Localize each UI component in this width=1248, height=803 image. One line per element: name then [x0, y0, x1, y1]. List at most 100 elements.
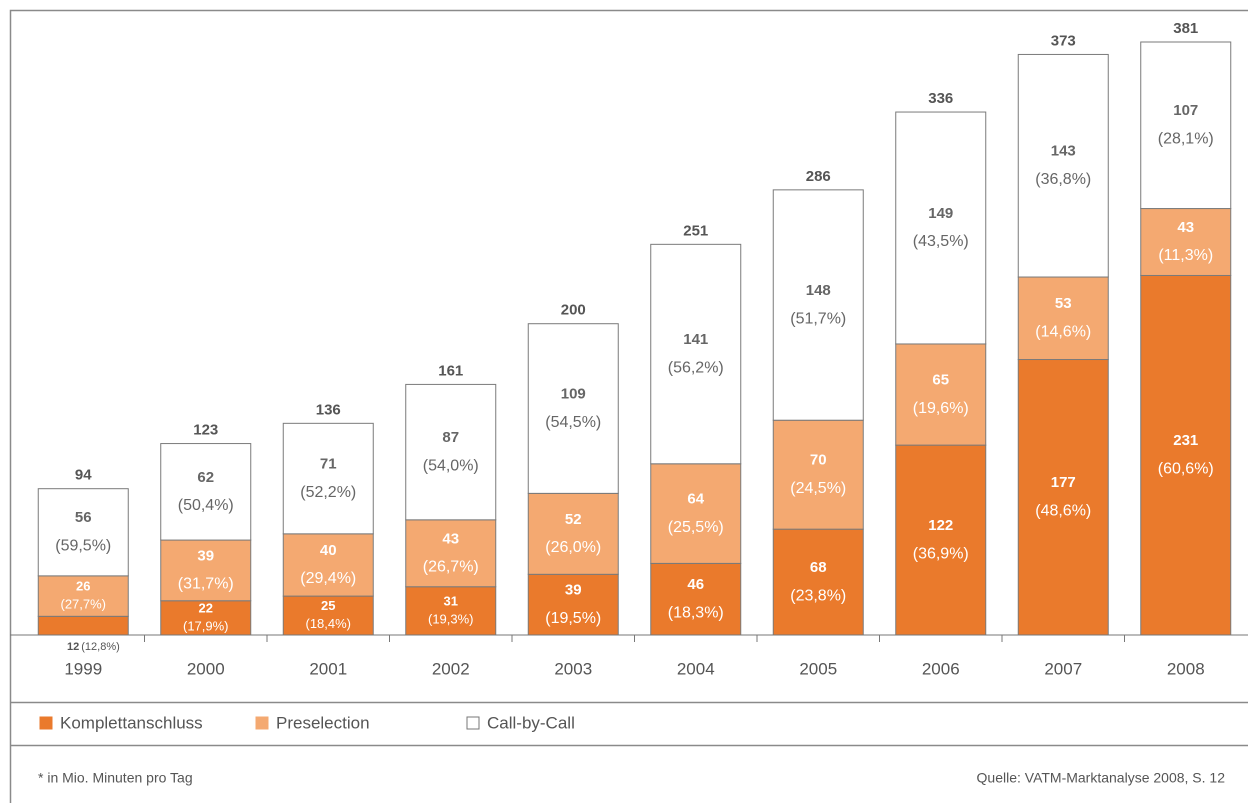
value-label: 231 [1173, 432, 1198, 449]
value-label: 12 [67, 641, 79, 653]
share-label: (36,9%) [913, 545, 969, 562]
bar-segment [527, 492, 619, 575]
bar-segment [895, 111, 987, 345]
share-label: (14,6%) [1035, 323, 1091, 340]
bar-segment [1140, 208, 1232, 276]
x-tick-label: 2008 [1167, 659, 1205, 678]
bar-segment [37, 615, 129, 636]
share-label: (24,5%) [790, 480, 846, 497]
bar-segment [405, 383, 497, 521]
total-label: 373 [1051, 32, 1076, 49]
bar-segment [1017, 53, 1109, 278]
x-tick-label: 2000 [187, 659, 225, 678]
source: Quelle: VATM-Marktanalyse 2008, S. 12 [977, 770, 1226, 786]
x-tick-label: 2002 [432, 659, 470, 678]
bar-segment [282, 422, 374, 535]
value-label: 109 [561, 386, 586, 403]
bar-segment [527, 323, 619, 494]
share-label: (28,1%) [1158, 130, 1214, 147]
share-label: (60,6%) [1158, 460, 1214, 477]
value-label: 40 [320, 542, 337, 559]
value-label: 65 [932, 372, 949, 389]
share-label: (29,4%) [300, 570, 356, 587]
share-label: (19,5%) [545, 610, 601, 627]
share-label: (27,7%) [60, 597, 106, 612]
bar-segment [772, 528, 864, 636]
share-label: (54,0%) [423, 457, 479, 474]
value-label: 68 [810, 559, 827, 576]
bar-segment [772, 189, 864, 421]
legend-swatch [255, 716, 269, 730]
total-label: 136 [316, 401, 341, 418]
value-label: 53 [1055, 295, 1072, 312]
bar-segment [650, 463, 742, 564]
value-label: 64 [687, 491, 704, 508]
value-label: 25 [321, 598, 335, 613]
bar-segment [895, 444, 987, 636]
share-label: (59,5%) [55, 537, 111, 554]
bar-segment [1017, 276, 1109, 361]
x-tick-label: 2001 [309, 659, 347, 678]
share-label: (54,5%) [545, 414, 601, 431]
legend-label: Call-by-Call [487, 713, 575, 732]
bar-segment [650, 562, 742, 636]
bar-segment [650, 243, 742, 465]
share-label: (18,3%) [668, 604, 724, 621]
share-label: (25,5%) [668, 519, 724, 536]
value-label: 22 [199, 600, 213, 615]
bar-segment [282, 533, 374, 597]
value-label: 70 [810, 452, 827, 469]
bar-segment [37, 575, 129, 617]
total-label: 251 [683, 222, 708, 239]
share-label: (31,7%) [178, 576, 234, 593]
value-label: 31 [444, 593, 458, 608]
bar-segment [1140, 41, 1232, 210]
bar-segment [282, 595, 374, 636]
share-label: (11,3%) [1158, 247, 1213, 264]
share-label: (48,6%) [1035, 502, 1091, 519]
x-tick-label: 2007 [1044, 659, 1082, 678]
value-label: 52 [565, 511, 582, 528]
value-label: 148 [806, 282, 831, 299]
share-label: (50,4%) [178, 497, 234, 514]
bar-segment [527, 573, 619, 636]
bar-segment [37, 488, 129, 577]
legend-swatch [466, 716, 480, 730]
total-label: 286 [806, 168, 831, 185]
x-tick-label: 2003 [554, 659, 592, 678]
total-label: 200 [561, 302, 586, 319]
bar-segment [160, 443, 252, 541]
share-label: (52,2%) [300, 484, 356, 501]
share-label: (26,0%) [545, 539, 601, 556]
value-label: 62 [197, 469, 214, 486]
bar-segment [772, 419, 864, 530]
value-label: 87 [442, 429, 459, 446]
value-label: 177 [1051, 474, 1076, 491]
total-label: 123 [193, 422, 218, 439]
value-label: 149 [928, 205, 953, 222]
value-label: 141 [683, 331, 708, 348]
value-label: 46 [687, 576, 704, 593]
share-label: (56,2%) [668, 359, 724, 376]
share-label: (19,3%) [428, 611, 474, 626]
legend-swatch [39, 716, 53, 730]
value-label: 56 [75, 509, 92, 526]
total-label: 381 [1173, 20, 1198, 37]
share-label: (19,6%) [913, 400, 969, 417]
value-label: 122 [928, 517, 953, 534]
total-label: 161 [438, 362, 463, 379]
share-label: (17,9%) [183, 618, 229, 633]
total-label: 94 [75, 467, 92, 484]
share-label: (43,5%) [913, 233, 969, 250]
value-label: 107 [1173, 102, 1198, 119]
share-label: (12,8%) [81, 641, 120, 653]
x-tick-label: 2005 [799, 659, 837, 678]
bar-segment [405, 519, 497, 588]
value-label: 39 [197, 547, 214, 564]
bar-segment [895, 343, 987, 446]
value-label: 43 [442, 530, 459, 547]
share-label: (26,7%) [423, 559, 479, 576]
value-label: 43 [1177, 219, 1194, 236]
share-label: (18,4%) [305, 616, 351, 631]
